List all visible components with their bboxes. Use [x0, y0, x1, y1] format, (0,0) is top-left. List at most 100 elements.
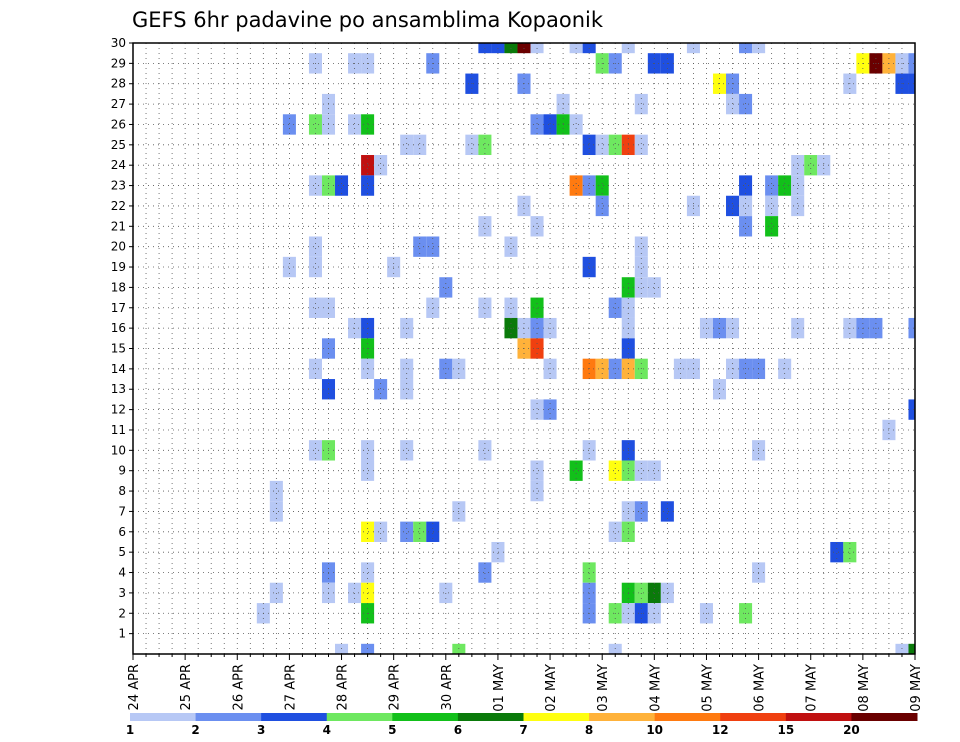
- heatmap-cell: [765, 195, 779, 217]
- heatmap-cell: [504, 236, 518, 257]
- heatmap-cell: [582, 582, 596, 604]
- y-tick-label: 16: [111, 321, 126, 335]
- x-tick-label: 28 APR: [336, 664, 351, 710]
- y-tick-label: 17: [111, 301, 126, 315]
- heatmap-cell: [530, 399, 544, 420]
- y-axis: 1234567891011121314151617181920212223242…: [111, 36, 133, 641]
- heatmap-cell: [634, 277, 648, 298]
- heatmap-cell: [569, 175, 583, 196]
- heatmap-cell: [804, 155, 818, 176]
- legend-swatch: [589, 713, 656, 721]
- heatmap-cell: [400, 379, 414, 400]
- legend-label: 1: [126, 723, 134, 737]
- x-tick-label: 25 APR: [179, 664, 194, 710]
- y-tick-label: 11: [111, 423, 126, 437]
- color-legend: 1 2 3 4 5 6 7 8 10 12 15 20: [126, 713, 918, 737]
- heatmap-cell: [595, 134, 609, 156]
- heatmap-cell: [908, 643, 915, 654]
- y-tick-label: 19: [111, 260, 126, 274]
- heatmap-cell: [712, 379, 727, 400]
- heatmap-cell: [361, 440, 375, 461]
- y-tick-label: 3: [118, 586, 126, 600]
- heatmap-cell: [530, 297, 544, 318]
- grid-lines: [132, 42, 916, 654]
- x-tick-label: 05 MAY: [700, 664, 715, 712]
- legend-swatch: [457, 713, 524, 721]
- legend-label: 20: [843, 723, 860, 737]
- heatmap-cell: [308, 297, 322, 318]
- heatmap-cell: [308, 440, 322, 461]
- y-tick-label: 5: [118, 545, 126, 559]
- legend-swatch: [326, 713, 393, 721]
- legend-swatch: [392, 713, 459, 721]
- x-tick-label: 06 MAY: [753, 664, 768, 712]
- heatmap-cell: [374, 155, 388, 176]
- heatmap-cell: [582, 562, 596, 583]
- heatmap-cell: [413, 134, 427, 156]
- chart-title: GEFS 6hr padavine po ansamblima Kopaonik: [132, 8, 604, 32]
- x-tick-label: 29 APR: [388, 664, 403, 710]
- legend-swatch: [195, 713, 262, 721]
- legend-label: 8: [585, 723, 593, 737]
- heatmap-cell: [361, 175, 375, 196]
- x-tick-label: 02 MAY: [544, 664, 559, 712]
- heatmap-cell: [269, 582, 283, 604]
- legend-label: 12: [712, 723, 729, 737]
- heatmap-cell: [426, 521, 440, 542]
- x-tick-label: 01 MAY: [492, 664, 507, 712]
- heatmap-cell: [908, 399, 915, 420]
- y-tick-label: 21: [111, 219, 126, 233]
- x-tick-label: 24 APR: [127, 664, 142, 710]
- heatmap-cell: [595, 175, 609, 196]
- heatmap-cell: [634, 460, 648, 481]
- x-tick-label: 04 MAY: [648, 664, 663, 712]
- x-tick-label: 30 APR: [440, 664, 455, 710]
- heatmap-cell: [608, 521, 622, 542]
- heatmap-cell: [439, 582, 453, 604]
- heatmap-cell: [439, 277, 453, 298]
- heatmap-cell: [595, 195, 609, 217]
- heatmap-cell: [530, 114, 544, 135]
- heatmap-cell: [504, 297, 518, 318]
- heatmap-cell: [634, 256, 648, 278]
- heatmap-cell: [791, 175, 805, 196]
- y-tick-label: 24: [111, 158, 126, 172]
- heatmap-cell: [634, 501, 648, 522]
- heatmap-cell: [569, 460, 583, 481]
- heatmap-cell: [908, 53, 915, 74]
- heatmap-cell: [660, 501, 674, 522]
- heatmap-cell: [634, 236, 648, 257]
- heatmap-cell: [308, 236, 322, 257]
- heatmap-cell: [582, 440, 596, 461]
- heatmap-cell: [348, 582, 362, 604]
- heatmap-cell: [530, 216, 544, 237]
- heatmap-cell: [726, 93, 740, 115]
- y-tick-label: 27: [111, 97, 126, 111]
- legend-label: 7: [519, 723, 527, 737]
- x-tick-label: 03 MAY: [596, 664, 611, 712]
- heatmap-cell: [660, 582, 674, 604]
- y-tick-label: 26: [111, 117, 126, 131]
- heatmap-cell: [335, 175, 349, 196]
- x-tick-label: 08 MAY: [857, 664, 872, 712]
- legend-label: 10: [646, 723, 663, 737]
- heatmap-cell: [361, 155, 375, 176]
- heatmap-cell: [582, 175, 596, 196]
- heatmap-cell: [374, 521, 388, 542]
- y-tick-label: 7: [118, 504, 126, 518]
- heatmap-cell: [348, 114, 362, 135]
- y-tick-label: 18: [111, 280, 126, 294]
- heatmap-cell: [647, 582, 661, 604]
- legend-swatch: [785, 713, 852, 721]
- heatmap-cell: [361, 582, 375, 604]
- heatmap-cell: [726, 195, 740, 217]
- y-tick-label: 29: [111, 56, 126, 70]
- y-tick-label: 2: [118, 606, 126, 620]
- heatmap-cell: [582, 134, 596, 156]
- y-tick-label: 28: [111, 77, 126, 91]
- y-tick-label: 14: [111, 362, 126, 376]
- heatmap-cell: [269, 501, 283, 522]
- heatmap-cell: [778, 175, 792, 196]
- heatmap-cell: [282, 256, 296, 278]
